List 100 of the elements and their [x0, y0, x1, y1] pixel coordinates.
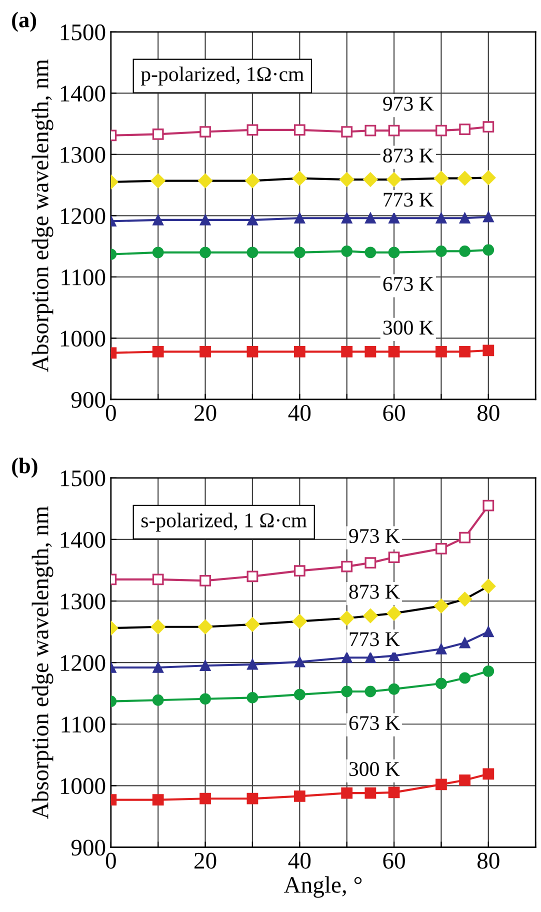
y-tick-label: 900 — [71, 840, 106, 856]
point — [152, 214, 164, 226]
point — [200, 574, 211, 586]
point — [246, 124, 258, 136]
x-tick-label: 80 — [477, 852, 500, 869]
point — [246, 692, 258, 704]
x-tick-label: 80 — [477, 405, 500, 421]
point — [434, 171, 448, 186]
y-tick-label: 1000 — [60, 330, 106, 347]
y-tick-label: 1400 — [60, 532, 106, 548]
point — [388, 786, 400, 798]
point — [152, 694, 164, 706]
point — [341, 652, 352, 663]
x-tick-label: 40 — [288, 405, 311, 421]
series-label: 873 K — [349, 584, 400, 599]
point — [388, 246, 400, 258]
point — [246, 792, 258, 804]
annotation: p-polarized, 1Ω·cm — [140, 66, 304, 86]
point — [200, 126, 211, 138]
point — [436, 542, 447, 554]
y-tick-label: 1500 — [60, 470, 106, 486]
point — [246, 346, 258, 358]
point — [246, 246, 258, 258]
point — [363, 172, 378, 187]
chart-title: (a) — [12, 12, 36, 32]
point — [386, 606, 402, 621]
y-tick-label: 1400 — [60, 86, 106, 102]
point — [436, 246, 447, 257]
point — [364, 124, 376, 136]
point — [294, 790, 306, 802]
point — [341, 126, 353, 138]
series-label: 973 K — [383, 96, 434, 111]
point — [200, 660, 211, 671]
point — [152, 128, 164, 140]
chart-title: (b) — [12, 458, 38, 478]
point — [459, 246, 471, 257]
y-tick-label: 1200 — [60, 208, 106, 224]
point — [482, 344, 494, 356]
point — [459, 774, 471, 786]
point — [340, 611, 354, 626]
point — [294, 124, 306, 136]
point — [200, 246, 211, 258]
point — [388, 683, 400, 695]
point — [388, 552, 400, 563]
point — [341, 246, 353, 257]
y-tick-label: 1000 — [60, 778, 106, 794]
x-tick-label: 20 — [194, 405, 216, 421]
point — [292, 614, 307, 629]
x-axis-title: Angle, ° — [284, 876, 362, 898]
point — [436, 212, 447, 224]
series-label: 773 K — [350, 632, 400, 646]
y-tick-label: 1100 — [62, 716, 106, 733]
point — [341, 787, 353, 799]
point — [481, 579, 496, 594]
point — [294, 346, 306, 358]
x-tick-label: 60 — [383, 852, 405, 869]
point — [292, 171, 307, 186]
series-label: 973 K — [349, 529, 400, 544]
point — [483, 212, 494, 222]
point — [341, 560, 353, 572]
point — [363, 608, 378, 623]
point — [364, 686, 376, 698]
point — [434, 598, 448, 614]
point — [388, 124, 400, 136]
y-axis-title: Absorption edge wavelength, nm — [32, 506, 54, 820]
point — [150, 174, 166, 188]
point — [200, 693, 211, 705]
point — [482, 768, 494, 780]
y-tick-label: 1300 — [60, 594, 106, 610]
point — [459, 346, 471, 358]
point — [247, 214, 258, 226]
series-label: 773 K — [384, 192, 434, 207]
point — [459, 638, 470, 648]
point — [481, 170, 496, 185]
point — [200, 214, 211, 226]
annotation: s-polarized, 1 Ω·cm — [141, 512, 307, 532]
point — [459, 532, 471, 544]
point — [388, 212, 400, 224]
point — [459, 212, 470, 224]
x-tick-label: 20 — [194, 852, 216, 869]
point — [341, 686, 353, 698]
point — [247, 659, 258, 670]
y-tick-label: 1200 — [60, 655, 106, 671]
point — [294, 246, 306, 258]
point — [459, 672, 471, 684]
point — [200, 346, 211, 358]
point — [436, 124, 447, 136]
point — [150, 620, 166, 634]
point — [245, 617, 260, 632]
point — [294, 212, 306, 224]
point — [341, 346, 353, 358]
point — [364, 346, 376, 358]
series-label: 673 K — [383, 276, 434, 291]
x-tick-label: 0 — [106, 405, 116, 421]
point — [482, 244, 494, 256]
point — [341, 212, 352, 224]
point — [198, 174, 212, 188]
point — [152, 662, 164, 673]
point — [198, 620, 212, 634]
y-axis-title: Absorption edge wavelength, nm — [32, 59, 54, 372]
